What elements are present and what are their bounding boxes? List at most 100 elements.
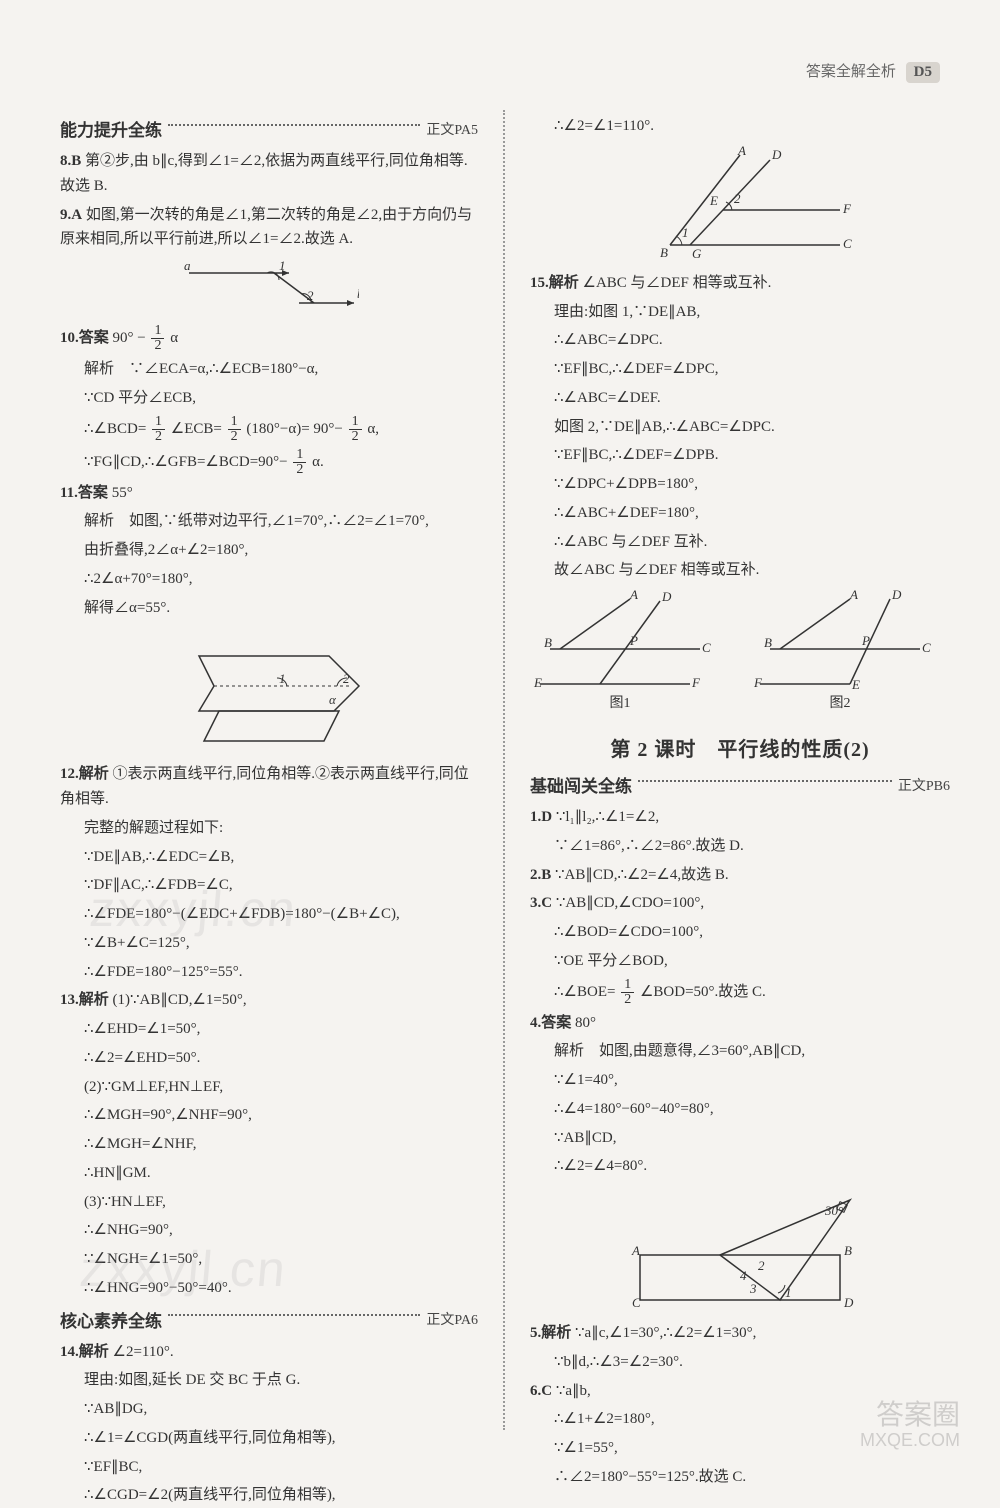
- q13-prefix: 13.解析: [60, 992, 109, 1008]
- q14-l2: ∵AB∥DG,: [60, 1397, 478, 1422]
- frac: 12: [152, 415, 165, 444]
- rq5-l2: ∵b∥d,∴∠3=∠2=30°.: [530, 1350, 950, 1375]
- t: ∠BOD=50°.故选 C.: [640, 983, 766, 999]
- q12-l2: ∵DE∥AB,∴∠EDC=∠B,: [60, 845, 478, 870]
- q12-prefix: 12.解析: [60, 766, 109, 782]
- label-alpha: α: [329, 692, 337, 707]
- q14-l3: ∴∠1=∠CGD(两直线平行,同位角相等),: [60, 1426, 478, 1451]
- l: C: [702, 640, 711, 655]
- q13-l2: ∴∠2=∠EHD=50°.: [60, 1046, 478, 1071]
- q15-l6: ∵EF∥BC,∴∠DEF=∠DPB.: [530, 443, 950, 468]
- rq4-l4: ∵AB∥CD,: [530, 1126, 950, 1151]
- q13: 13.解析 (1)∵AB∥CD,∠1=50°,: [60, 988, 478, 1013]
- q8-prefix: 8.B: [60, 153, 81, 169]
- rq6-prefix: 6.C: [530, 1383, 552, 1399]
- q10-prefix: 10.答案: [60, 330, 109, 346]
- q13-l1: ∴∠EHD=∠1=50°,: [60, 1017, 478, 1042]
- l: 4: [740, 1268, 747, 1283]
- q11-l2: 由折叠得,2∠α+∠2=180°,: [60, 538, 478, 563]
- frac: 12: [151, 324, 164, 353]
- q11: 11.答案 55°: [60, 481, 478, 506]
- column-divider: [503, 110, 505, 1430]
- rq5-l1: ∵a∥c,∠1=30°,∴∠2=∠1=30°,: [575, 1325, 756, 1341]
- q13-l7: ∵∠NGH=∠1=50°,: [60, 1247, 478, 1272]
- l: E: [851, 677, 860, 692]
- lesson-title: 第 2 课时 平行线的性质(2): [530, 733, 950, 762]
- q15-l4: ∴∠ABC=∠DEF.: [530, 386, 950, 411]
- rq4-ans: 80°: [575, 1015, 596, 1031]
- q13-l6: ∴∠NHG=90°,: [60, 1218, 478, 1243]
- l: C: [922, 640, 931, 655]
- rq3-l1: ∵AB∥CD,∠CDO=100°,: [556, 895, 704, 911]
- l: B: [764, 635, 772, 650]
- fig-r0: A D B E F C G 1 2: [610, 145, 870, 265]
- l-E: E: [709, 193, 718, 208]
- q15-l9: ∴∠ABC 与∠DEF 互补.: [530, 530, 950, 555]
- q12-l6: ∴∠FDE=180°−125°=55°.: [60, 960, 478, 985]
- rq4-prefix: 4.答案: [530, 1015, 571, 1031]
- q15-l5: 如图 2,∵DE∥AB,∴∠ABC=∠DPC.: [530, 415, 950, 440]
- l: F: [691, 675, 701, 690]
- rq5: 5.解析 ∵a∥c,∠1=30°,∴∠2=∠1=30°,: [530, 1321, 950, 1346]
- q11-l4: 解得∠α=55°.: [60, 596, 478, 621]
- rq4: 4.答案 80°: [530, 1011, 950, 1036]
- rq4-l5: ∴∠2=∠4=80°.: [530, 1154, 950, 1179]
- q15-intro: ∠ABC 与∠DEF 相等或互补.: [583, 275, 772, 291]
- q10-ans: 90° −: [113, 330, 150, 346]
- l: 1: [785, 1285, 792, 1300]
- q15: 15.解析 ∠ABC 与∠DEF 相等或互补.: [530, 271, 950, 296]
- q14-prefix: 14.解析: [60, 1344, 109, 1360]
- q10-l4: ∵FG∥CD,∴∠GFB=∠BCD=90°− 12 α.: [60, 448, 478, 477]
- q14: 14.解析 ∠2=110°.: [60, 1340, 478, 1365]
- page-number: D5: [906, 62, 940, 83]
- rq3: 3.C ∵AB∥CD,∠CDO=100°,: [530, 891, 950, 916]
- section-title: 能力提升全练: [60, 116, 162, 141]
- section-title: 核心素养全练: [60, 1307, 162, 1332]
- t: ∵FG∥CD,∴∠GFB=∠BCD=90°−: [84, 453, 288, 469]
- section-basic: 基础闯关全练 正文PB6: [530, 772, 950, 797]
- rq3-l3: ∵OE 平分∠BOD,: [530, 949, 950, 974]
- cap2: 图2: [830, 696, 851, 711]
- frac: 12: [621, 978, 634, 1007]
- l-1: 1: [682, 225, 689, 240]
- rq4-l1: 解析 如图,由题意得,∠3=60°,AB∥CD,: [530, 1039, 950, 1064]
- rq1-l2: ∵∠1=86°,∴∠2=86°.故选 D.: [530, 834, 950, 859]
- q13-l3: ∴∠MGH=90°,∠NHF=90°,: [60, 1103, 478, 1128]
- l: B: [544, 635, 552, 650]
- l: D: [661, 589, 672, 604]
- section-ref: 正文PA5: [426, 119, 478, 139]
- q13-p2: (2)∵GM⊥EF,HN⊥EF,: [60, 1075, 478, 1100]
- l: F: [753, 675, 763, 690]
- mark-line2: MXQE.COM: [860, 1431, 960, 1451]
- q8-text: 第②步,由 b∥c,得到∠1=∠2,依据为两直线平行,同位角相等.故选 B.: [60, 153, 468, 194]
- rq4-l3: ∴∠4=180°−60°−40°=80°,: [530, 1097, 950, 1122]
- rq3-l4: ∴∠BOE= 12 ∠BOD=50°.故选 C.: [530, 978, 950, 1007]
- fig-q11: 1 2 α: [159, 626, 379, 756]
- rq3-l2: ∴∠BOD=∠CDO=100°,: [530, 920, 950, 945]
- q9: 9.A 如图,第一次转的角是∠1,第二次转的角是∠2,由于方向仍与原来相同,所以…: [60, 203, 478, 253]
- l: D: [891, 589, 902, 602]
- section-ref: 正文PA6: [426, 1309, 478, 1329]
- fig-q9: a b 1 2: [179, 258, 359, 318]
- t: ∴∠BCD=: [84, 420, 146, 436]
- q8: 8.B 第②步,由 b∥c,得到∠1=∠2,依据为两直线平行,同位角相等.故选 …: [60, 149, 478, 199]
- q12-l5: ∵∠B+∠C=125°,: [60, 931, 478, 956]
- l: 2: [758, 1258, 765, 1273]
- q10-l3: ∴∠BCD= 12 ∠ECB= 12 (180°−α)= 90°− 12 α,: [60, 415, 478, 444]
- label-a: a: [184, 258, 191, 273]
- mark-line1: 答案圈: [860, 1400, 960, 1431]
- q9-text: 如图,第一次转的角是∠1,第二次转的角是∠2,由于方向仍与原来相同,所以平行前进…: [60, 207, 472, 248]
- frac: 12: [228, 415, 241, 444]
- rq4-l2: ∵∠1=40°,: [530, 1068, 950, 1093]
- l: A: [629, 589, 638, 602]
- t: ∠ECB=: [171, 420, 222, 436]
- section-title: 基础闯关全练: [530, 772, 632, 797]
- q10-l2: ∵CD 平分∠ECB,: [60, 386, 478, 411]
- left-column: 能力提升全练 正文PA5 8.B 第②步,由 b∥c,得到∠1=∠2,依据为两直…: [60, 110, 478, 1430]
- l: A: [849, 589, 858, 602]
- q13-l4: ∴∠MGH=∠NHF,: [60, 1132, 478, 1157]
- q15-l1: 理由:如图 1,∵DE∥AB,: [530, 300, 950, 325]
- rq2-prefix: 2.B: [530, 867, 551, 883]
- rq2: 2.B ∵AB∥CD,∴∠2=∠4,故选 B.: [530, 863, 950, 888]
- l: 30°: [824, 1203, 843, 1218]
